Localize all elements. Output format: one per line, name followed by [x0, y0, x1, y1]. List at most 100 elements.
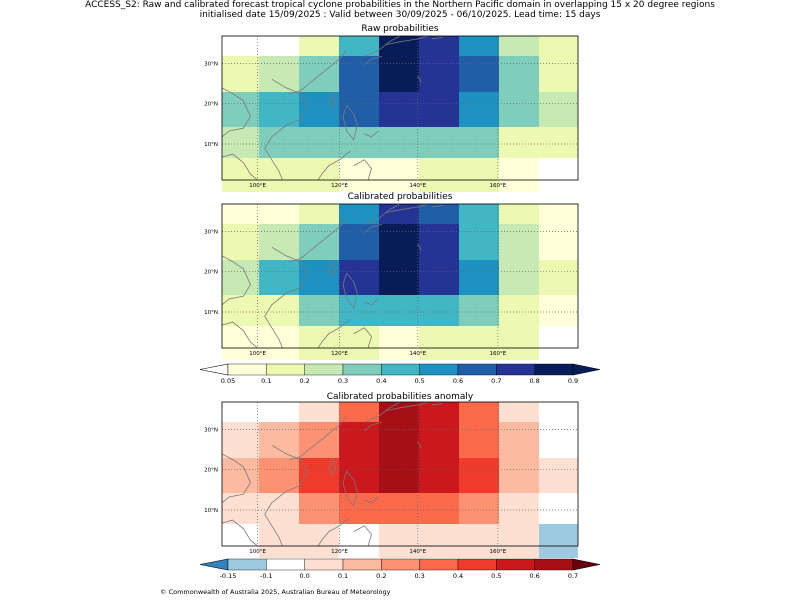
probability-cell — [459, 92, 499, 127]
coastline — [342, 104, 358, 141]
probability-cell — [539, 204, 578, 224]
colorbar-extend-low — [199, 363, 229, 376]
coastline — [364, 223, 383, 234]
probability-cell — [339, 36, 379, 56]
probability-cell — [419, 224, 459, 260]
probability-cell — [222, 458, 259, 493]
colorbar-segment — [534, 558, 574, 571]
longitude-label: 140°E — [409, 549, 426, 555]
colorbar-tick-label: 0.05 — [221, 377, 235, 385]
probability-cell — [379, 204, 419, 224]
probability-cell — [419, 422, 459, 458]
probability-cell — [499, 158, 539, 192]
coastline — [328, 459, 337, 475]
longitude-label: 100°E — [249, 351, 266, 357]
probability-cell — [419, 524, 459, 558]
colorbar-tick-label: 0.9 — [568, 377, 578, 385]
colorbar-tick-label: 0.7 — [568, 572, 578, 580]
coastline — [364, 55, 383, 66]
probability-cell — [499, 92, 539, 127]
probability-cell — [419, 127, 459, 158]
colorbar-segment — [419, 363, 459, 376]
longitude-label: 120°E — [331, 351, 348, 357]
probability-cell — [539, 295, 578, 326]
coastline — [364, 203, 401, 225]
colorbar-tick-label: 0.3 — [338, 377, 348, 385]
probability-cell — [539, 458, 578, 493]
probability-cell — [459, 158, 499, 192]
probability-cell — [222, 127, 259, 158]
colorbar-segment — [227, 558, 267, 571]
probability-cell — [299, 36, 339, 56]
map-panel-3: 10°N 20°N 30°N 100°E 120°E 140°E 160°E — [204, 401, 579, 558]
probability-cell — [499, 524, 539, 558]
probability-cell — [222, 422, 259, 458]
probability-cell — [419, 158, 459, 192]
probability-cell — [259, 127, 299, 158]
coastline — [364, 421, 383, 432]
latitude-label: 30°N — [204, 427, 218, 433]
coastline — [385, 203, 429, 213]
colorbar-tick-label: 0.4 — [376, 377, 386, 385]
probability-cell — [539, 524, 578, 558]
probability-cell — [499, 422, 539, 458]
map-frame — [221, 401, 579, 547]
probability-cell — [222, 224, 259, 260]
latitude-label: 20°N — [204, 468, 218, 474]
probability-cell — [339, 422, 379, 458]
panel-title-anomaly: Calibrated probabilities anomaly — [326, 392, 474, 402]
probability-cell — [419, 92, 459, 127]
coastline — [417, 442, 422, 449]
colorbar-tick-label: 0.1 — [261, 377, 271, 385]
longitude-label: 120°E — [331, 549, 348, 555]
probability-cell — [259, 326, 299, 360]
coastline — [431, 205, 443, 208]
longitude-label: 160°E — [490, 183, 507, 189]
probability-cell — [379, 158, 419, 192]
probability-cell — [499, 458, 539, 493]
probability-cell — [539, 92, 578, 127]
latitude-label: 30°N — [204, 229, 218, 235]
coastline — [317, 318, 351, 349]
probability-cell — [419, 260, 459, 295]
longitude-label: 160°E — [490, 549, 507, 555]
coastline — [221, 153, 258, 181]
coastline — [328, 93, 337, 109]
probability-cell — [539, 56, 578, 92]
coastline — [353, 525, 372, 547]
coastline — [342, 272, 358, 309]
probability-cell — [222, 56, 259, 92]
probability-cell — [419, 295, 459, 326]
probability-cell — [259, 402, 299, 422]
probability-cell — [379, 326, 419, 360]
colorbar-segment — [304, 558, 344, 571]
probability-cell — [539, 224, 578, 260]
colorbar-segment — [266, 558, 305, 571]
probability-cell — [259, 204, 299, 224]
probability-cell — [459, 127, 499, 158]
probability-cell — [539, 36, 578, 56]
map-frame — [221, 35, 579, 181]
map-panel-2: 10°N 20°N 30°N 100°E 120°E 140°E 160°E — [204, 203, 579, 360]
longitude-label: 100°E — [249, 183, 266, 189]
colorbar-extend-high — [572, 558, 601, 571]
coastline — [289, 218, 347, 262]
probability-cell — [419, 458, 459, 493]
probability-cell — [539, 493, 578, 524]
probability-cell — [459, 224, 499, 260]
latitude-label: 20°N — [204, 270, 218, 276]
latitude-label: 10°N — [204, 508, 218, 514]
panel-title-calibrated: Calibrated probabilities — [347, 192, 453, 202]
probability-cell — [459, 56, 499, 92]
probability-cell — [379, 524, 419, 558]
probability-cell — [339, 260, 379, 295]
probability-cell — [259, 422, 299, 458]
probability-cell — [299, 295, 339, 326]
coastline — [289, 416, 347, 460]
probability-cell — [459, 326, 499, 360]
probability-cell — [339, 158, 379, 192]
colorbar-segment — [342, 363, 382, 376]
colorbar-segment — [227, 363, 267, 376]
coastline — [328, 261, 337, 277]
latitude-label: 10°N — [204, 310, 218, 316]
